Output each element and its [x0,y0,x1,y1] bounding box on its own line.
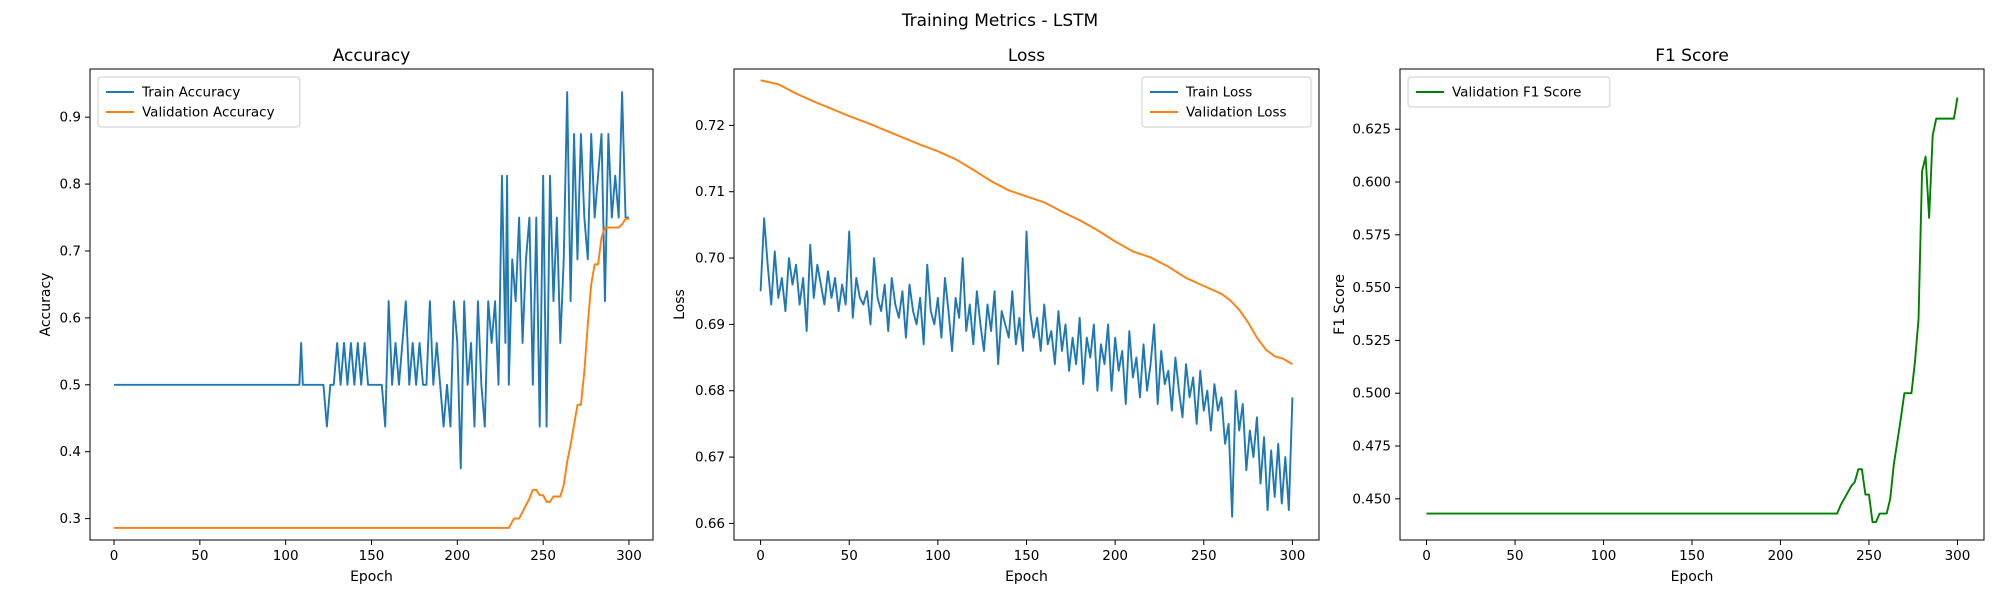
x-tick-label: 200 [1102,548,1128,564]
y-tick-label: 0.4 [60,444,81,460]
x-tick-label: 50 [841,548,858,564]
x-tick-label: 250 [530,548,556,564]
y-tick-label: 0.450 [1352,491,1391,507]
panel-title: Loss [1008,46,1045,66]
y-tick-label: 0.5 [60,377,81,393]
y-tick-label: 0.600 [1352,174,1391,190]
panel-title: F1 Score [1655,46,1729,66]
f1-score-panel: F1 Score 0 50 100 150 200 250 300 0.450 0.475 0.50… [1332,46,1985,585]
series-line-train-loss [759,217,1294,518]
legend-box [97,76,301,128]
y-tick-label: 0.500 [1352,386,1391,402]
series-line-validation-accuracy [114,217,629,529]
accuracy-panel: Accuracy 0 50 100 150 200 250 300 0.3 0.4 0.5 0.6 0.… [38,46,654,585]
y-tick-label: 0.66 [695,516,725,532]
axes-frame [1399,68,1985,541]
x-axis-label: Epoch [350,569,393,585]
y-axis-label: Accuracy [38,273,54,337]
x-tick-label: 300 [1280,548,1306,564]
y-tick-label: 0.575 [1352,227,1391,243]
y-tick-label: 0.72 [695,118,725,134]
x-tick-label: 300 [1945,548,1971,564]
x-tick-label: 100 [1591,548,1617,564]
y-tick-label: 0.475 [1352,439,1391,455]
y-tick-label: 0.67 [695,450,725,466]
axes-frame [733,68,1320,541]
y-tick-label: 0.9 [60,110,81,126]
x-tick-label: 50 [191,548,208,564]
figure-title: Training Metrics - LSTM [901,11,1098,31]
legend-label-validation-loss: Validation Loss [1186,105,1287,121]
x-tick-label: 250 [1191,548,1217,564]
series-line-validation-loss [760,79,1293,366]
legend-label-train-loss: Train Loss [1185,85,1252,101]
y-tick-label: 0.8 [60,177,81,193]
x-axis-label: Epoch [1005,569,1048,585]
legend-label-validation-f1-score: Validation F1 Score [1452,85,1581,101]
x-axis-label: Epoch [1671,569,1714,585]
legend-label-validation-accuracy: Validation Accuracy [142,105,275,121]
y-axis-label: F1 Score [1332,274,1348,335]
y-tick-label: 0.625 [1352,122,1391,138]
loss-panel: Loss 0 50 100 150 200 250 300 0.66 0.67 0.68 0.69 0.… [672,46,1320,585]
y-axis-label: Loss [672,289,688,320]
x-tick-label: 100 [273,548,299,564]
x-tick-label: 0 [756,548,765,564]
legend-box [1141,76,1312,128]
panel-title: Accuracy [333,46,411,66]
y-tick-label: 0.69 [695,317,725,333]
y-tick-label: 0.71 [695,184,725,200]
x-tick-label: 0 [1422,548,1431,564]
x-tick-label: 150 [1014,548,1040,564]
x-tick-label: 150 [359,548,385,564]
x-tick-label: 200 [1768,548,1794,564]
x-tick-label: 0 [110,548,119,564]
legend-label-train-accuracy: Train Accuracy [141,85,240,101]
x-tick-label: 100 [925,548,951,564]
y-tick-label: 0.68 [695,383,725,399]
y-tick-label: 0.3 [60,511,81,527]
series-line-validation-f1-score [1426,97,1959,523]
series-line-train-accuracy [114,91,629,470]
x-tick-label: 50 [1506,548,1523,564]
x-tick-label: 250 [1856,548,1882,564]
x-tick-label: 200 [444,548,470,564]
x-tick-label: 150 [1679,548,1705,564]
y-tick-label: 0.7 [60,243,81,259]
y-tick-label: 0.550 [1352,280,1391,296]
legend-box [1407,76,1611,108]
axes-frame [89,68,654,541]
y-tick-label: 0.525 [1352,333,1391,349]
y-tick-label: 0.70 [695,251,725,267]
y-tick-label: 0.6 [60,310,81,326]
x-tick-label: 300 [616,548,642,564]
